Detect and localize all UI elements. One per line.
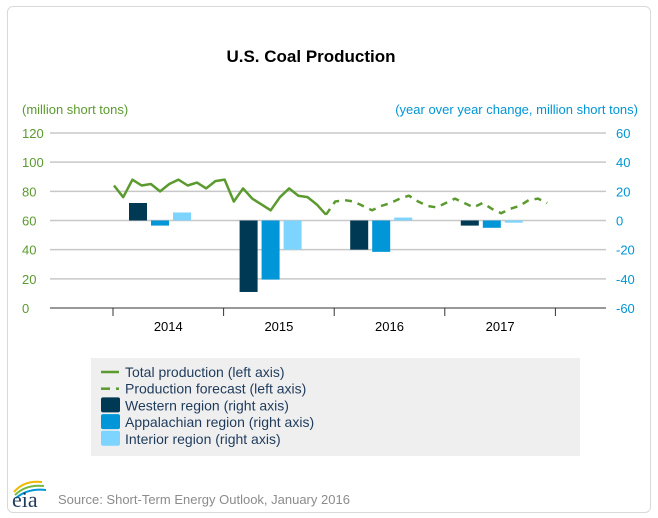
source-note: Source: Short-Term Energy Outlook, Janua… xyxy=(58,492,350,507)
chart-frame xyxy=(7,6,651,513)
bar-appalachian xyxy=(151,220,169,226)
right-tick-label: -40 xyxy=(616,272,635,287)
x-tick-label: 2016 xyxy=(375,319,404,334)
x-tick-label: 2015 xyxy=(264,319,293,334)
bar-western xyxy=(350,220,369,250)
left-tick-label: 0 xyxy=(22,301,29,316)
left-tick-label: 40 xyxy=(22,243,36,258)
bar-western xyxy=(239,220,258,292)
legend-box xyxy=(91,358,580,456)
left-tick-label: 80 xyxy=(22,184,36,199)
legend-label: Western region (right axis) xyxy=(125,397,289,413)
bar-appalachian xyxy=(261,220,280,280)
legend-label: Production forecast (left axis) xyxy=(125,381,306,397)
right-tick-label: 20 xyxy=(616,184,630,199)
right-tick-label: -60 xyxy=(616,301,635,316)
right-tick-label: 0 xyxy=(616,214,623,229)
bar-western xyxy=(460,220,479,226)
x-tick-label: 2014 xyxy=(154,319,183,334)
bar-western xyxy=(129,203,147,221)
left-tick-label: 20 xyxy=(22,272,36,287)
legend-label: Interior region (right axis) xyxy=(125,431,281,447)
production-forecast-line xyxy=(324,194,548,216)
right-tick-label: 40 xyxy=(616,155,630,170)
left-tick-label: 60 xyxy=(22,214,36,229)
legend-swatch-interior xyxy=(101,430,120,446)
bar-interior xyxy=(394,217,413,221)
svg-text:eia: eia xyxy=(12,487,38,512)
left-axis-label: (million short tons) xyxy=(22,102,128,117)
legend-swatch-appalachian xyxy=(101,414,120,430)
bar-appalachian xyxy=(482,220,501,228)
right-axis-label: (year over year change, million short to… xyxy=(395,102,638,117)
legend-label: Appalachian region (right axis) xyxy=(125,414,314,430)
x-tick-label: 2017 xyxy=(486,319,515,334)
eia-logo: eia xyxy=(12,480,47,512)
bar-appalachian xyxy=(372,220,391,252)
chart-title: U.S. Coal Production xyxy=(226,47,395,66)
bar-interior xyxy=(504,220,523,223)
left-tick-label: 120 xyxy=(22,126,44,141)
bar-interior xyxy=(173,212,191,221)
legend-label: Total production (left axis) xyxy=(125,364,285,380)
left-tick-label: 100 xyxy=(22,155,44,170)
legend-swatch-western xyxy=(101,397,120,413)
bar-interior xyxy=(283,220,302,250)
right-tick-label: 60 xyxy=(616,126,630,141)
right-tick-label: -20 xyxy=(616,243,635,258)
total-production-line xyxy=(113,178,327,216)
